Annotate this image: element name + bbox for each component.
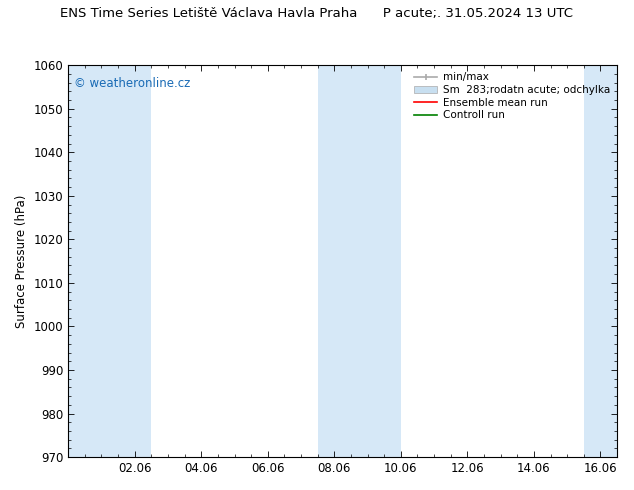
Y-axis label: Surface Pressure (hPa): Surface Pressure (hPa) <box>15 195 28 328</box>
Bar <box>68 65 152 457</box>
Text: ENS Time Series Letiště Václava Havla Praha      P acute;. 31.05.2024 13 UTC: ENS Time Series Letiště Václava Havla Pr… <box>60 7 574 21</box>
Text: © weatheronline.cz: © weatheronline.cz <box>74 77 190 90</box>
Legend: min/max, Sm  283;rodatn acute; odchylka, Ensemble mean run, Controll run: min/max, Sm 283;rodatn acute; odchylka, … <box>412 71 612 122</box>
Bar <box>318 65 401 457</box>
Bar <box>584 65 617 457</box>
